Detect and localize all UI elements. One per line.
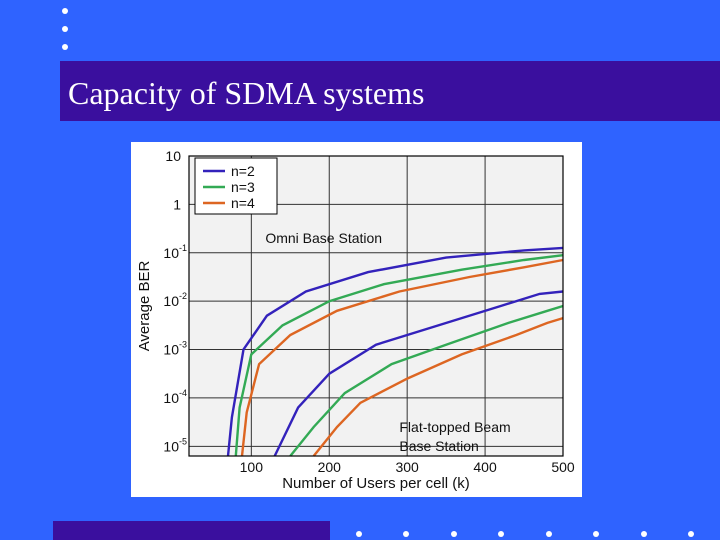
x-tick-label: 500: [551, 459, 575, 475]
x-tick-label: 100: [240, 459, 264, 475]
x-tick-label: 200: [318, 459, 342, 475]
y-tick-label: 10-1: [163, 243, 187, 261]
legend-label: n=3: [231, 179, 255, 195]
y-tick-label: 1: [173, 196, 181, 212]
footer-dot: [546, 531, 552, 537]
x-axis-label: Number of Users per cell (k): [282, 475, 470, 492]
bullet-dots: [62, 8, 72, 62]
title-bar: Capacity of SDMA systems: [60, 61, 720, 121]
annotation-label: Flat-topped Beam: [399, 419, 510, 435]
x-tick-label: 300: [395, 459, 419, 475]
footer-dot: [403, 531, 409, 537]
y-axis-label: Average BER: [136, 261, 153, 352]
series-line-n2: [226, 246, 564, 457]
footer-dot: [641, 531, 647, 537]
footer-dot: [593, 531, 599, 537]
plot-frame: [188, 155, 564, 457]
y-tick-label: 10-5: [163, 436, 187, 454]
ber-chart: 100 200 300 400 500 10 1 10-1 10-2 10-3 10-4 10-5 Nu…: [136, 148, 575, 492]
series-line-n3: [289, 304, 564, 457]
series-line-n4: [240, 258, 564, 457]
footer-dot: [498, 531, 504, 537]
series-line-n4: [312, 316, 564, 457]
slide-title: Capacity of SDMA systems: [68, 75, 425, 111]
bullet-dot: [62, 26, 68, 32]
series-line-n2: [273, 290, 564, 457]
legend-label: n=4: [231, 195, 255, 211]
y-tick-label: 10-3: [163, 340, 187, 358]
bullet-dot: [62, 44, 68, 50]
y-tick-label: 10: [165, 148, 181, 164]
y-tick-label: 10-2: [163, 291, 187, 309]
annotation-label: Omni Base Station: [265, 230, 382, 246]
chart-frame: 100 200 300 400 500 10 1 10-1 10-2 10-3 10-4 10-5 Nu…: [131, 142, 582, 497]
x-tick-label: 400: [473, 459, 497, 475]
footer-dot: [688, 531, 694, 537]
bullet-dot: [62, 8, 68, 14]
footer-dot: [451, 531, 457, 537]
footer-dot: [356, 531, 362, 537]
bottom-bar: [53, 521, 330, 540]
y-tick-label: 10-4: [163, 388, 187, 406]
annotation-label: Base Station: [399, 438, 478, 454]
series-line-n3: [234, 254, 564, 457]
legend-label: n=2: [231, 163, 255, 179]
